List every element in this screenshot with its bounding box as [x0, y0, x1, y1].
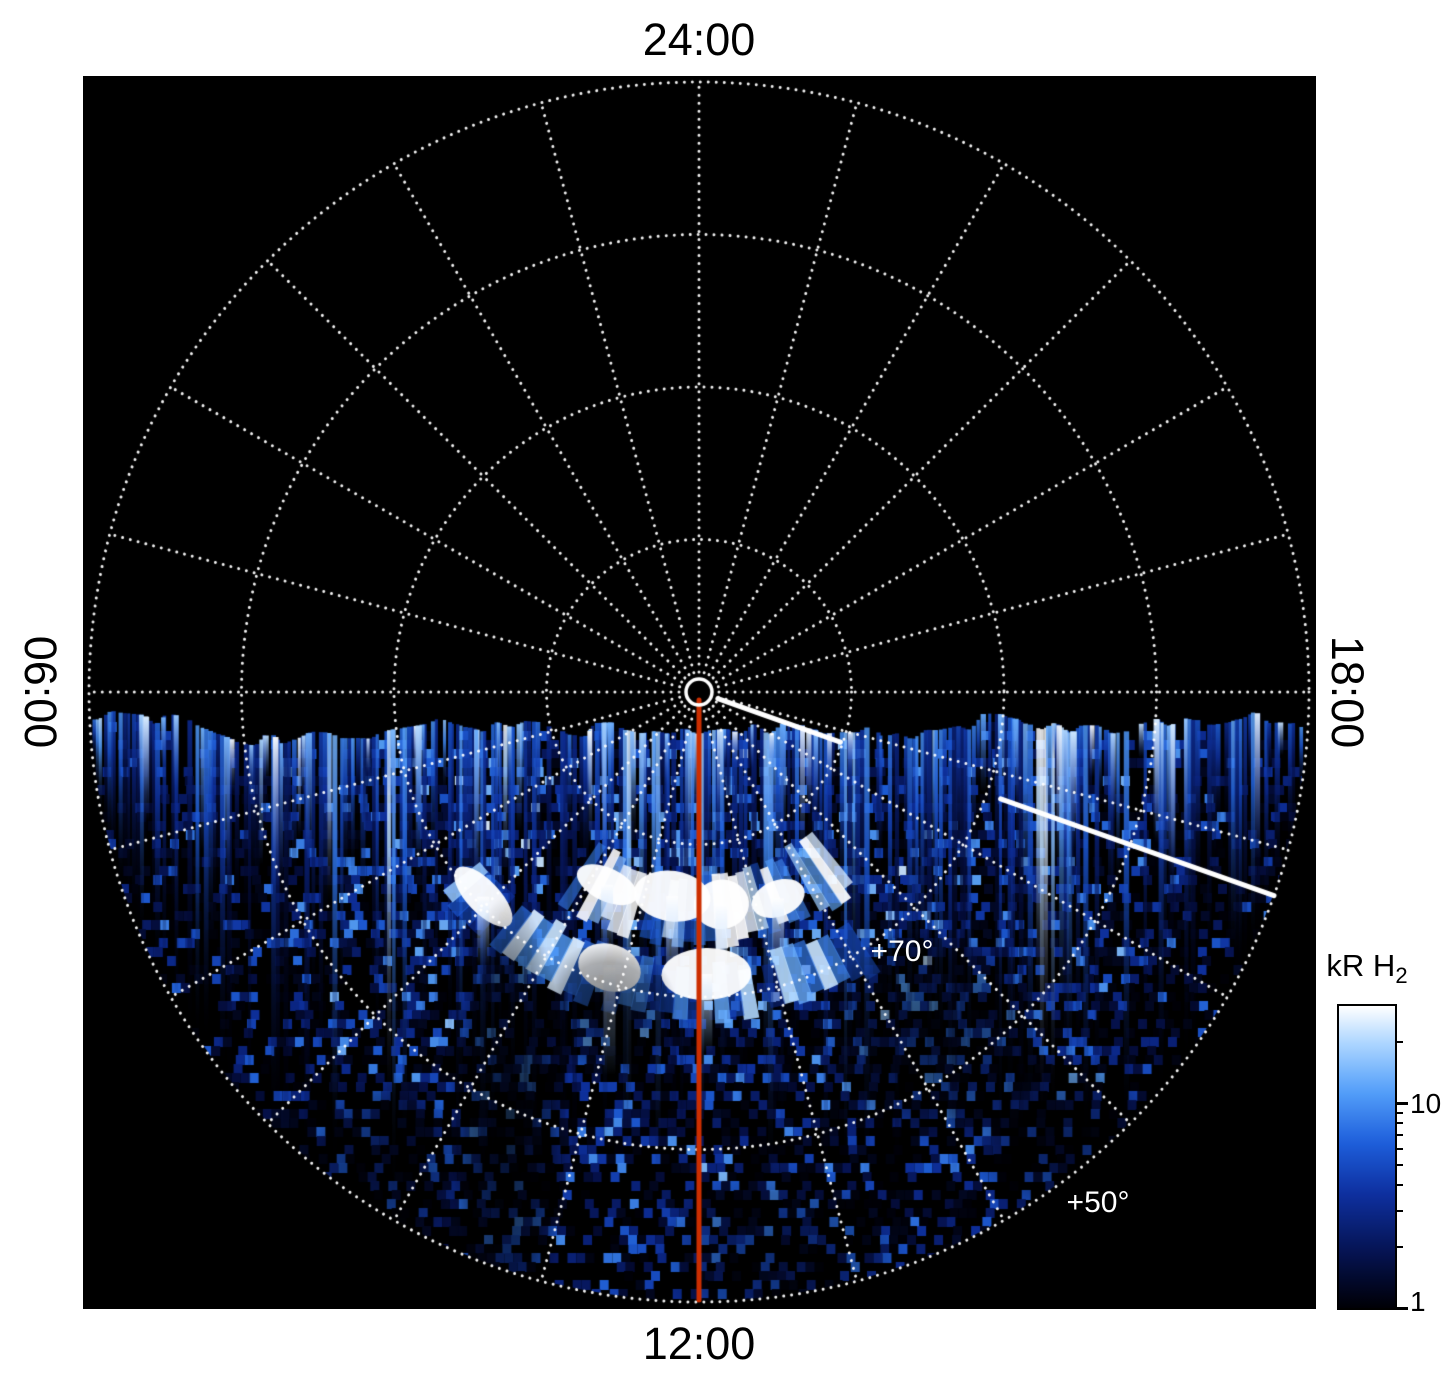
colorbar-tick	[1397, 1041, 1403, 1043]
time-label-1800: 18:00	[1322, 635, 1373, 749]
colorbar-tick	[1397, 1134, 1403, 1137]
time-label-1200: 12:00	[642, 1318, 756, 1369]
plot-area	[83, 76, 1316, 1309]
time-label-2400: 24:00	[642, 14, 756, 65]
colorbar-tick	[1397, 1147, 1403, 1150]
latitude-label-plus50: +50°	[1066, 1186, 1130, 1219]
colorbar-title-sub: 2	[1395, 963, 1408, 989]
colorbar-tick	[1397, 1306, 1408, 1310]
colorbar-title: kR H2	[1326, 948, 1407, 989]
colorbar-tick-label-1: 1	[1410, 1286, 1426, 1317]
colorbar-gradient	[1337, 1004, 1397, 1310]
colorbar-title-main: kR H	[1326, 948, 1396, 983]
colorbar-tick-label-10: 10	[1410, 1087, 1442, 1119]
aurora-polar-map-canvas	[83, 76, 1316, 1309]
colorbar-tick	[1397, 1245, 1403, 1248]
colorbar-tick	[1397, 1209, 1403, 1212]
colorbar-tick	[1397, 1183, 1403, 1186]
colorbar-tick	[1397, 1102, 1408, 1105]
colorbar-tick	[1397, 1122, 1403, 1125]
time-label-0600: 06:00	[15, 635, 66, 749]
colorbar-tick	[1397, 1164, 1403, 1167]
colorbar-tick	[1397, 1111, 1403, 1114]
latitude-label-plus70: +70°	[870, 935, 934, 968]
